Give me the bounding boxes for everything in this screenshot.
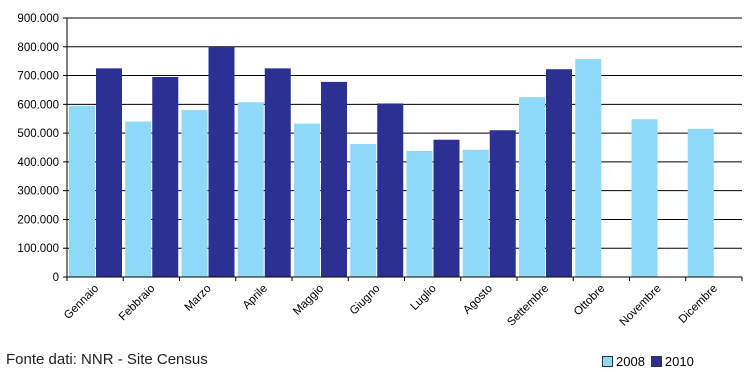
x-tick-label: Dicembre	[677, 283, 720, 326]
bar-2008-novembre	[631, 119, 658, 277]
bar-2008-luglio	[406, 150, 433, 277]
x-tick-label: Febbraio	[117, 283, 158, 324]
x-tick-label: Aprile	[241, 283, 270, 312]
x-tick-label: Novembre	[618, 283, 664, 329]
x-tick-label: Ottobre	[572, 283, 608, 319]
y-tick-label: 400.000	[17, 157, 59, 169]
y-tick-label: 200.000	[17, 214, 59, 226]
x-tick-label: Maggio	[291, 283, 326, 318]
x-tick-label: Gennaio	[62, 283, 101, 322]
y-tick-label: 100.000	[17, 243, 59, 255]
x-tick-label: Luglio	[409, 283, 439, 313]
x-tick-label: Giugno	[348, 283, 383, 318]
legend-swatch-2008	[602, 356, 613, 367]
bar-2008-aprile	[237, 102, 264, 278]
bar-2010-febbraio	[152, 76, 179, 277]
bar-2010-maggio	[321, 81, 347, 278]
bar-2008-agosto	[462, 149, 489, 277]
y-tick-label: 500.000	[17, 128, 59, 140]
bar-2008-gennaio	[69, 105, 95, 278]
y-tick-label: 600.000	[17, 99, 59, 111]
x-axis: Gennaio Febbraio Marzo Aprile Maggio Giugno Lu…	[62, 276, 743, 329]
gridlines	[67, 17, 742, 249]
y-tick-label: 700.000	[17, 71, 59, 83]
bar-2008-giugno	[350, 144, 377, 277]
bar-2010-agosto	[489, 130, 516, 277]
bar-2008-dicembre	[687, 128, 714, 277]
y-tick-label: 900.000	[17, 13, 59, 25]
bar-2010-luglio	[433, 139, 460, 277]
y-axis: 0 100.000 200.000 300.000 400.000 500.000 600.…	[17, 13, 68, 284]
bar-2008-settembre	[519, 97, 545, 277]
y-tick-label: 0	[53, 272, 59, 284]
source-note: Fonte dati: NNR - Site Census	[6, 351, 208, 368]
legend: 2008 2010	[602, 354, 700, 369]
x-tick-label: Agosto	[461, 283, 495, 317]
legend-swatch-2010	[650, 356, 662, 367]
x-tick-label: Settembre	[505, 283, 551, 329]
bar-2010-marzo	[208, 46, 235, 278]
bar-2010-aprile	[264, 68, 291, 277]
bar-chart: 0 100.000 200.000 300.000 400.000 500.000 600.…	[17, 13, 743, 329]
bars	[69, 46, 714, 278]
bar-2008-marzo	[181, 110, 208, 277]
legend-label-2008: 2008	[616, 354, 645, 369]
y-tick-label: 300.000	[17, 186, 59, 198]
bar-2010-gennaio	[96, 68, 122, 277]
bar-2010-giugno	[377, 103, 404, 277]
bar-2008-febbraio	[125, 121, 152, 277]
y-tick-label: 800.000	[17, 42, 59, 54]
bar-2008-maggio	[294, 123, 320, 277]
legend-label-2010: 2010	[664, 354, 694, 369]
x-tick-label: Marzo	[183, 283, 214, 314]
bar-2008-ottobre	[575, 59, 602, 277]
bar-2010-settembre	[546, 69, 572, 277]
